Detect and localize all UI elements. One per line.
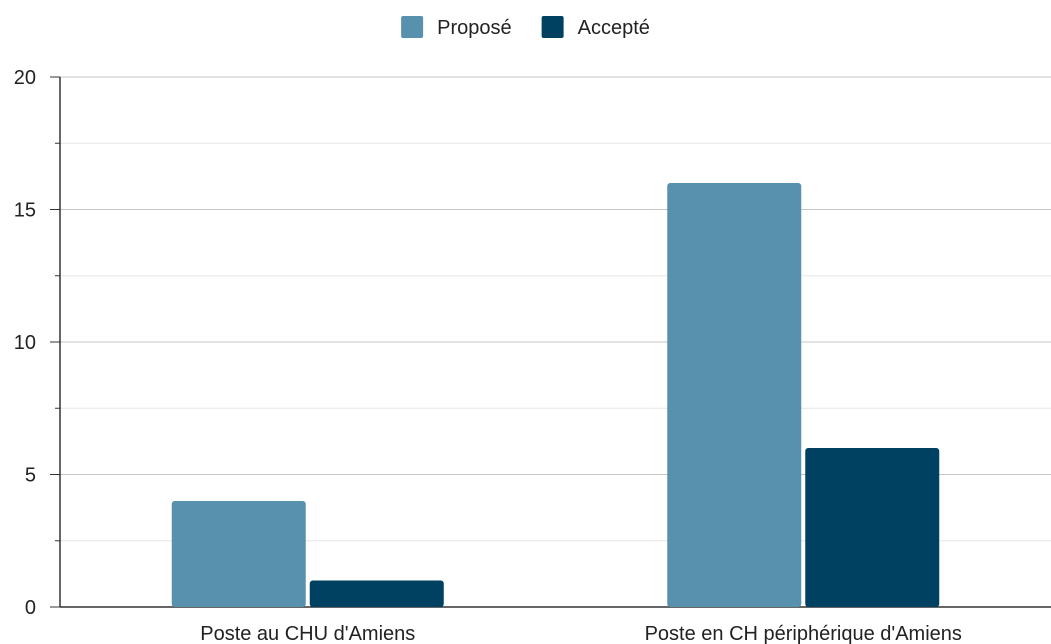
x-category-label: Poste au CHU d'Amiens [200, 623, 415, 644]
legend-swatch [401, 16, 424, 38]
y-tick-label: 20 [14, 67, 36, 89]
legend-swatch [541, 16, 564, 38]
y-tick-label: 10 [14, 332, 36, 354]
bars [171, 183, 940, 607]
y-tick-label: 0 [25, 597, 36, 619]
legend-label: Proposé [437, 17, 512, 39]
y-tick-label: 15 [14, 200, 36, 222]
legend-label: Accepté [578, 17, 650, 39]
bar-propose [667, 183, 802, 607]
bar-propose [171, 501, 306, 607]
y-tick-label: 5 [25, 465, 36, 487]
x-category-label: Poste en CH périphérique d'Amiens [645, 623, 962, 644]
legend: Proposé Accepté [401, 16, 650, 39]
bar-accepte [309, 580, 444, 607]
grid-lines [60, 76, 1051, 542]
x-axis-labels: Poste au CHU d'Amiens Poste en CH périphé… [200, 623, 962, 644]
bar-accepte [805, 448, 940, 607]
